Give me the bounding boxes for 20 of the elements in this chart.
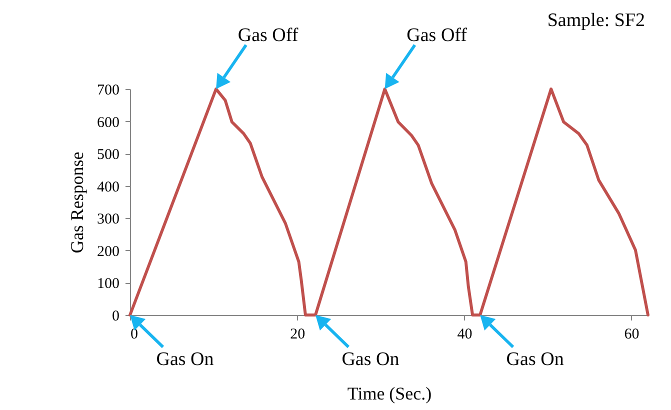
x-tick-label: 0 [130,326,138,342]
y-tick-label: 400 [97,179,120,196]
y-tick-label: 700 [97,82,120,98]
y-tick-label: 200 [97,244,120,260]
x-axis-title: Time (Sec.) [347,384,432,404]
x-tick-label: 40 [457,326,472,342]
annotation: Gas Off [238,25,299,46]
y-tick-label: 500 [97,147,120,164]
y-tick-label: 300 [97,212,120,228]
text: Sample: SF2 [547,10,645,31]
annotation: Gas Off [406,25,468,46]
annotation: Gas On [342,349,400,370]
x-tick-label: 20 [290,326,306,342]
annotation: Gas On [156,349,214,370]
y-axis-title: Gas Response [67,152,87,254]
y-tick-label: 600 [97,114,120,131]
annotation: Gas On [506,349,564,370]
x-tick-label: 60 [624,326,640,342]
y-tick-label: 100 [97,276,120,292]
y-tick-label: 0 [112,308,120,324]
